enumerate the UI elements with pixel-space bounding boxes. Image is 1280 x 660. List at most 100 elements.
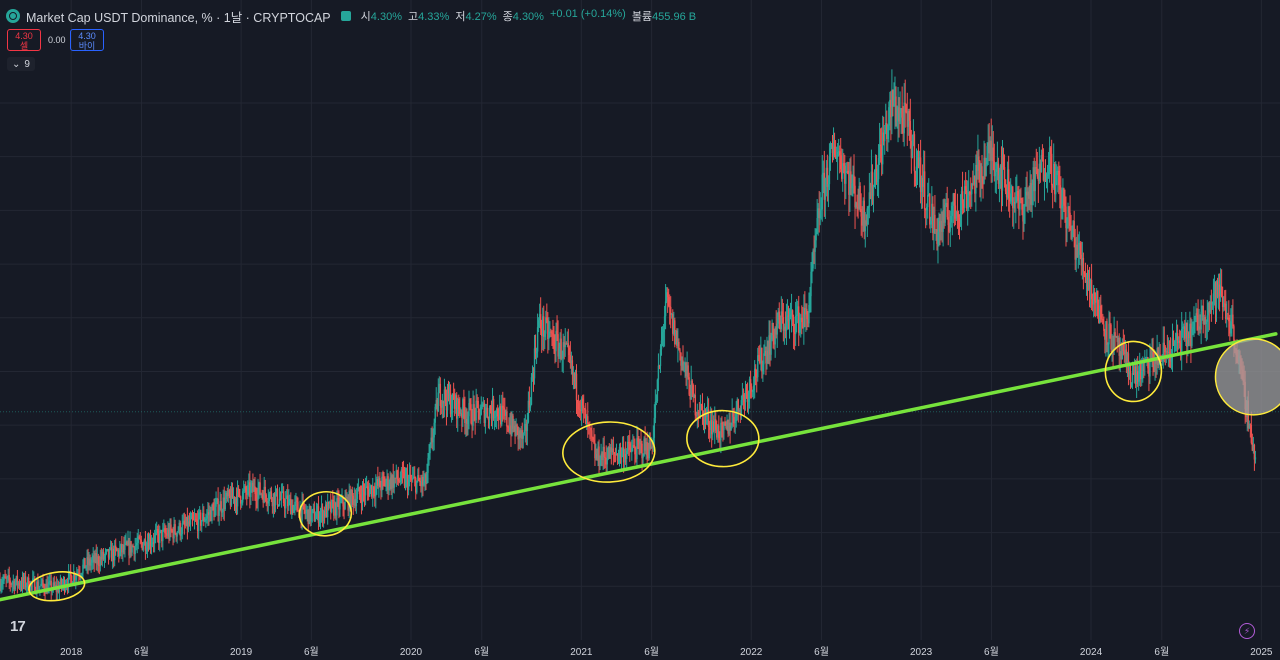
candle-body <box>511 415 513 435</box>
candle-body <box>510 425 512 435</box>
candle-body <box>726 420 728 428</box>
annotation-circle <box>686 409 760 468</box>
candle-body <box>829 148 832 157</box>
candle-body <box>1163 342 1165 347</box>
tradingview-logo[interactable]: 17 <box>10 618 26 635</box>
candle-body <box>167 529 169 536</box>
candle-body <box>834 155 837 159</box>
symbol-title[interactable]: Market Cap USDT Dominance, % · 1날 · CRYP… <box>26 10 331 25</box>
candle-body <box>616 454 619 461</box>
candle-body <box>492 398 495 418</box>
candle-body <box>1016 190 1018 197</box>
candle-body <box>139 538 141 540</box>
candle-body <box>292 505 294 513</box>
candle-body <box>1005 191 1008 198</box>
candle-body <box>289 498 291 500</box>
candle-body <box>779 319 781 330</box>
candle-body <box>307 509 309 525</box>
candle-body <box>598 446 600 466</box>
ohlc-item: 종4.30% <box>503 8 544 24</box>
candle-body <box>163 528 165 530</box>
sell-button[interactable]: 4.30 셀 <box>7 29 41 51</box>
candle-body <box>653 417 656 438</box>
candle-body <box>685 363 687 377</box>
candle-body <box>64 586 67 590</box>
candle-body <box>856 202 858 207</box>
candle-body <box>282 491 285 504</box>
candle-body <box>159 530 161 543</box>
buy-label: 바이 <box>78 41 96 51</box>
candle-body <box>990 140 992 161</box>
candle-body <box>485 407 488 414</box>
candle-body <box>379 478 381 488</box>
candle-body <box>1225 303 1227 320</box>
candle-body <box>664 301 667 317</box>
candle-body <box>644 438 646 451</box>
candle-body <box>682 360 684 365</box>
candle-body <box>1039 163 1042 173</box>
candle-body <box>101 551 104 560</box>
candle-body <box>1227 317 1229 319</box>
ohlc-label: 볼륨 <box>631 11 653 23</box>
candle-body <box>453 399 456 409</box>
candle-body <box>61 583 64 586</box>
candle-body <box>809 296 811 305</box>
candle-body <box>470 404 472 424</box>
candle-body <box>566 343 568 345</box>
candle-body <box>293 505 295 513</box>
candle-body <box>399 480 402 482</box>
buy-button[interactable]: 4.30 바이 <box>70 29 104 51</box>
candle-body <box>322 511 325 521</box>
candle-body <box>997 163 1000 184</box>
indicators-toggle[interactable]: ⌄ 9 <box>7 57 35 71</box>
candle-body <box>1194 319 1196 322</box>
candle-body <box>73 573 75 582</box>
candle-body <box>475 400 477 421</box>
candle-body <box>955 211 958 219</box>
candle-body <box>879 144 882 147</box>
candle-body <box>755 368 757 377</box>
candle-body <box>633 445 635 448</box>
candle-body <box>854 185 856 208</box>
candle-body <box>1183 326 1185 328</box>
candle-body <box>91 559 93 563</box>
candle-body <box>529 404 532 408</box>
candle-body <box>1214 283 1217 308</box>
candle-body <box>1217 284 1220 298</box>
candle-body <box>1201 305 1203 312</box>
candle-body <box>655 400 658 403</box>
candle-body <box>1030 182 1032 205</box>
candle-body <box>639 442 641 445</box>
candle-body <box>614 454 617 456</box>
candle-body <box>1125 349 1128 368</box>
candle-body <box>622 447 625 463</box>
lightning-icon[interactable]: ⚡ <box>1239 623 1255 639</box>
candle-body <box>611 448 614 452</box>
candle-body <box>192 519 195 521</box>
candle-body <box>521 430 523 439</box>
candle-body <box>621 447 624 452</box>
candle-body <box>805 308 807 315</box>
candle-body <box>8 575 10 581</box>
candle-body <box>1096 290 1098 303</box>
candle-body <box>617 455 620 461</box>
candle-body <box>606 458 608 465</box>
candle-body <box>153 535 156 544</box>
candle-body <box>1230 321 1232 334</box>
candle-body <box>850 171 852 189</box>
candle-body <box>34 578 36 593</box>
candle-body <box>184 524 187 526</box>
candle-body <box>831 143 834 154</box>
candle-body <box>175 533 177 537</box>
candle-body <box>524 424 527 430</box>
candle-body <box>429 444 431 454</box>
candle-body <box>991 147 993 161</box>
candle-body <box>825 167 828 179</box>
candle-body <box>1139 360 1141 375</box>
candle-body <box>152 542 155 544</box>
candle-body <box>36 581 38 593</box>
candle-body <box>916 157 919 167</box>
candle-body <box>398 480 401 482</box>
candle-body <box>720 422 722 441</box>
